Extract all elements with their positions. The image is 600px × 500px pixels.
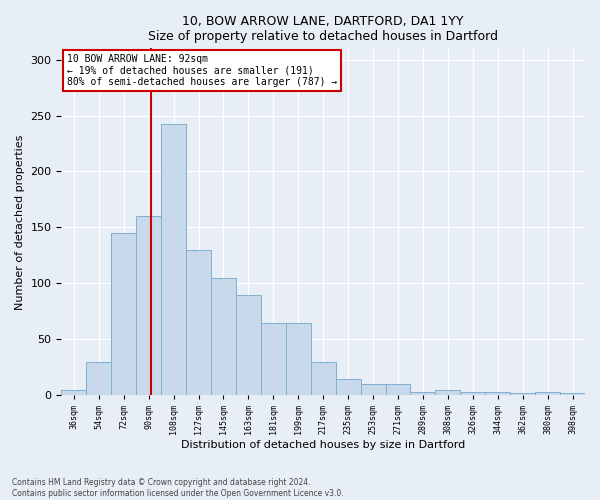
Bar	[560, 393, 585, 396]
X-axis label: Distribution of detached houses by size in Dartford: Distribution of detached houses by size …	[181, 440, 466, 450]
Text: Contains HM Land Registry data © Crown copyright and database right 2024.
Contai: Contains HM Land Registry data © Crown c…	[12, 478, 344, 498]
Bar	[161, 124, 186, 396]
Bar	[335, 378, 361, 396]
Y-axis label: Number of detached properties: Number of detached properties	[15, 134, 25, 310]
Title: 10, BOW ARROW LANE, DARTFORD, DA1 1YY
Size of property relative to detached hous: 10, BOW ARROW LANE, DARTFORD, DA1 1YY Si…	[148, 15, 498, 43]
Bar	[261, 322, 286, 396]
Bar	[211, 278, 236, 396]
Bar	[111, 233, 136, 396]
Bar	[186, 250, 211, 396]
Bar	[410, 392, 436, 396]
Bar	[311, 362, 335, 396]
Text: 10 BOW ARROW LANE: 92sqm
← 19% of detached houses are smaller (191)
80% of semi-: 10 BOW ARROW LANE: 92sqm ← 19% of detach…	[67, 54, 337, 86]
Bar	[236, 294, 261, 396]
Bar	[510, 393, 535, 396]
Bar	[61, 390, 86, 396]
Bar	[86, 362, 111, 396]
Bar	[535, 392, 560, 396]
Bar	[436, 390, 460, 396]
Bar	[361, 384, 386, 396]
Bar	[460, 392, 485, 396]
Bar	[286, 322, 311, 396]
Bar	[136, 216, 161, 396]
Bar	[485, 392, 510, 396]
Bar	[386, 384, 410, 396]
